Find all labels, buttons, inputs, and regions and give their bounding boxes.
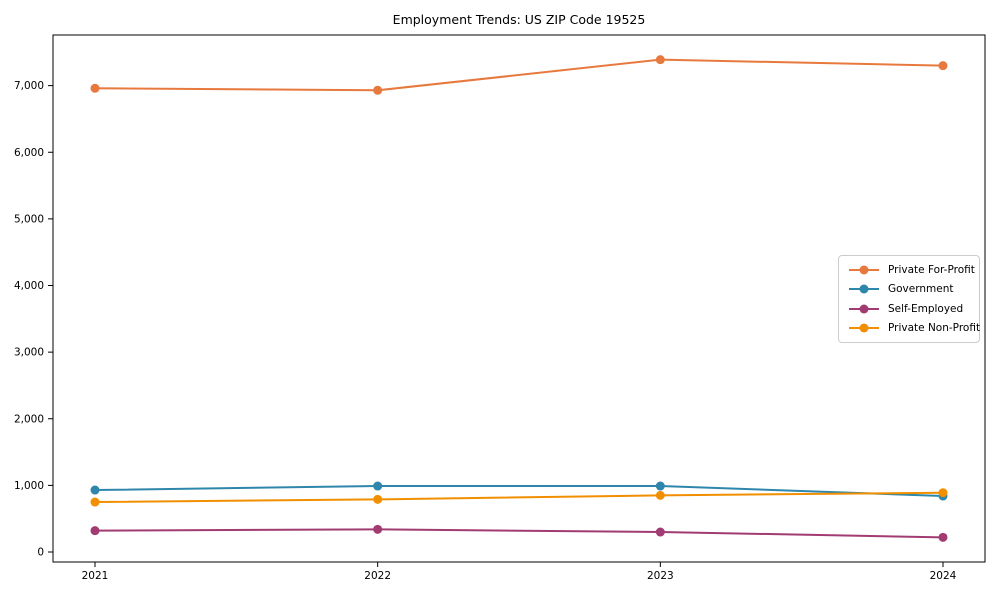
legend-item-government: Government [845,280,973,300]
data-point-marker [90,497,100,507]
x-tick-label: 2022 [364,570,391,582]
data-point-marker [655,490,665,500]
legend-marker-icon [849,284,879,294]
legend-label: Private Non-Profit [888,322,981,335]
y-tick-label: 2,000 [14,413,44,425]
chart-title: Employment Trends: US ZIP Code 19525 [392,12,646,27]
data-point-marker [373,85,383,95]
legend: Private For-Profit Government Self-Employe… [838,255,980,343]
data-point-marker [90,526,100,536]
data-point-marker [373,524,383,534]
legend-marker-icon [849,323,879,333]
legend-marker-icon [849,265,879,275]
legend-item-private-for-profit: Private For-Profit [845,260,975,280]
y-tick-label: 0 [37,547,44,559]
y-tick-label: 1,000 [14,480,44,492]
data-point-marker [90,485,100,495]
y-tick-label: 7,000 [14,80,44,92]
legend-marker-icon [849,304,879,314]
data-point-marker [90,83,100,93]
y-tick-label: 6,000 [14,147,44,159]
data-point-marker [655,527,665,537]
data-point-marker [373,494,383,504]
data-point-marker [938,61,948,71]
x-tick-label: 2021 [82,570,109,582]
series-line-self-employed [94,528,944,539]
data-point-marker [938,532,948,542]
x-tick-label: 2024 [930,570,957,582]
x-tick-label: 2023 [647,570,674,582]
legend-label: Self-Employed [888,302,964,315]
series-line-government [94,485,944,498]
series-line-private-for-profit [94,58,944,92]
plot-frame [52,34,986,563]
legend-label: Government [888,283,954,296]
legend-label: Private For-Profit [888,263,975,276]
legend-item-self-employed: Self-Employed [845,299,973,319]
data-point-marker [373,481,383,491]
data-point-marker [655,55,665,65]
y-tick-label: 4,000 [14,280,44,292]
data-point-marker [938,488,948,498]
y-tick-label: 5,000 [14,213,44,225]
legend-item-private-non-profit: Private Non-Profit [845,319,980,339]
series-line-private-non-profit [94,491,944,504]
data-point-marker [655,481,665,491]
y-tick-label: 3,000 [14,347,44,359]
